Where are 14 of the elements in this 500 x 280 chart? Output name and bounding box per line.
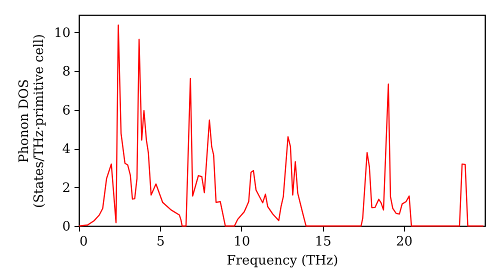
y-tick-label: 10 xyxy=(54,26,70,41)
x-tick-label: 15 xyxy=(314,234,332,250)
y-tick-label: 4 xyxy=(62,142,70,158)
y-tick-label: 8 xyxy=(62,64,70,80)
x-tick-label: 0 xyxy=(80,234,88,250)
line-series xyxy=(78,24,484,227)
x-axis-title: Frequency (THz) xyxy=(226,254,338,268)
y-tick-label: 0 xyxy=(62,220,70,234)
y-tick-label: 2 xyxy=(62,180,70,196)
y-axis-title: Phonon DOS (States/THz·primitive cell) xyxy=(16,34,47,208)
x-tick-label: 10 xyxy=(234,234,250,250)
x-tick-label: 20 xyxy=(396,234,413,250)
y-tick-label: 6 xyxy=(62,103,70,118)
x-tick-label: 5 xyxy=(156,234,165,250)
